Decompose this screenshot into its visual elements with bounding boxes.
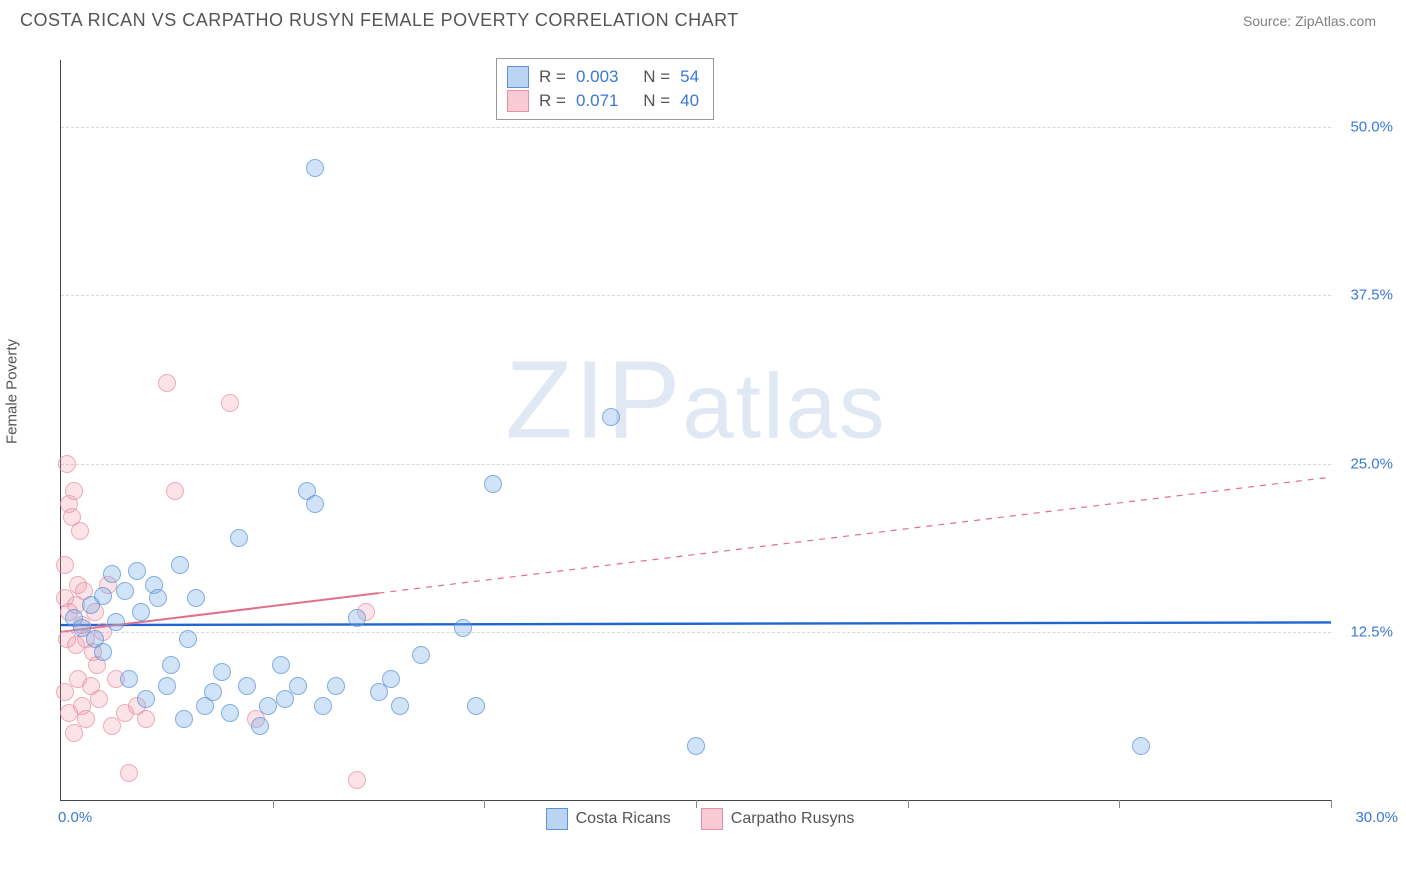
data-point bbox=[149, 589, 167, 607]
data-point bbox=[158, 374, 176, 392]
data-point bbox=[272, 656, 290, 674]
data-point bbox=[162, 656, 180, 674]
data-point bbox=[306, 495, 324, 513]
data-point bbox=[412, 646, 430, 664]
data-point bbox=[179, 630, 197, 648]
data-point bbox=[454, 619, 472, 637]
data-point bbox=[116, 582, 134, 600]
data-point bbox=[602, 408, 620, 426]
data-point bbox=[1132, 737, 1150, 755]
swatch-icon bbox=[507, 90, 529, 112]
stats-row: R = 0.003 N = 54 bbox=[507, 65, 699, 89]
data-point bbox=[137, 690, 155, 708]
data-point bbox=[56, 556, 74, 574]
data-point bbox=[382, 670, 400, 688]
x-tick bbox=[1331, 800, 1332, 808]
data-point bbox=[306, 159, 324, 177]
x-tick bbox=[1119, 800, 1120, 808]
x-tick bbox=[273, 800, 274, 808]
r-value: 0.003 bbox=[576, 65, 619, 89]
data-point bbox=[230, 529, 248, 547]
data-point bbox=[221, 394, 239, 412]
data-point bbox=[137, 710, 155, 728]
chart-area: Female Poverty ZIPatlas R = 0.003 N = 54… bbox=[20, 44, 1380, 844]
plot-region: ZIPatlas R = 0.003 N = 54 R = 0.071 N = … bbox=[60, 60, 1331, 801]
data-point bbox=[391, 697, 409, 715]
data-point bbox=[251, 717, 269, 735]
x-tick bbox=[696, 800, 697, 808]
y-tick-label: 12.5% bbox=[1337, 623, 1393, 640]
y-axis-label: Female Poverty bbox=[4, 339, 21, 444]
n-value: 54 bbox=[680, 65, 699, 89]
gridline bbox=[61, 127, 1331, 128]
x-tick bbox=[908, 800, 909, 808]
data-point bbox=[238, 677, 256, 695]
data-point bbox=[348, 771, 366, 789]
y-tick-label: 25.0% bbox=[1337, 455, 1393, 472]
series-legend: Costa Ricans Carpatho Rusyns bbox=[20, 808, 1380, 830]
stats-row: R = 0.071 N = 40 bbox=[507, 89, 699, 113]
data-point bbox=[484, 475, 502, 493]
data-point bbox=[171, 556, 189, 574]
x-tick bbox=[484, 800, 485, 808]
data-point bbox=[187, 589, 205, 607]
data-point bbox=[132, 603, 150, 621]
swatch-icon bbox=[701, 808, 723, 830]
data-point bbox=[327, 677, 345, 695]
data-point bbox=[314, 697, 332, 715]
chart-header: COSTA RICAN VS CARPATHO RUSYN FEMALE POV… bbox=[0, 0, 1406, 37]
data-point bbox=[213, 663, 231, 681]
gridline bbox=[61, 295, 1331, 296]
data-point bbox=[158, 677, 176, 695]
chart-title: COSTA RICAN VS CARPATHO RUSYN FEMALE POV… bbox=[20, 10, 739, 31]
data-point bbox=[90, 690, 108, 708]
data-point bbox=[204, 683, 222, 701]
data-point bbox=[71, 522, 89, 540]
legend-item: Carpatho Rusyns bbox=[701, 808, 855, 830]
data-point bbox=[77, 710, 95, 728]
gridline bbox=[61, 632, 1331, 633]
r-value: 0.071 bbox=[576, 89, 619, 113]
data-point bbox=[58, 455, 76, 473]
n-value: 40 bbox=[680, 89, 699, 113]
data-point bbox=[120, 670, 138, 688]
swatch-icon bbox=[546, 808, 568, 830]
data-point bbox=[94, 643, 112, 661]
data-point bbox=[128, 562, 146, 580]
data-point bbox=[120, 764, 138, 782]
data-point bbox=[259, 697, 277, 715]
data-point bbox=[94, 587, 112, 605]
data-point bbox=[687, 737, 705, 755]
data-point bbox=[166, 482, 184, 500]
data-point bbox=[175, 710, 193, 728]
source-label: Source: ZipAtlas.com bbox=[1243, 13, 1376, 29]
y-tick-label: 50.0% bbox=[1337, 119, 1393, 136]
legend-item: Costa Ricans bbox=[546, 808, 671, 830]
data-point bbox=[107, 613, 125, 631]
data-point bbox=[65, 482, 83, 500]
gridline bbox=[61, 464, 1331, 465]
swatch-icon bbox=[507, 66, 529, 88]
data-point bbox=[103, 565, 121, 583]
data-point bbox=[467, 697, 485, 715]
stats-legend-box: R = 0.003 N = 54 R = 0.071 N = 40 bbox=[496, 58, 714, 120]
data-point bbox=[289, 677, 307, 695]
data-point bbox=[221, 704, 239, 722]
data-point bbox=[348, 609, 366, 627]
y-tick-label: 37.5% bbox=[1337, 287, 1393, 304]
